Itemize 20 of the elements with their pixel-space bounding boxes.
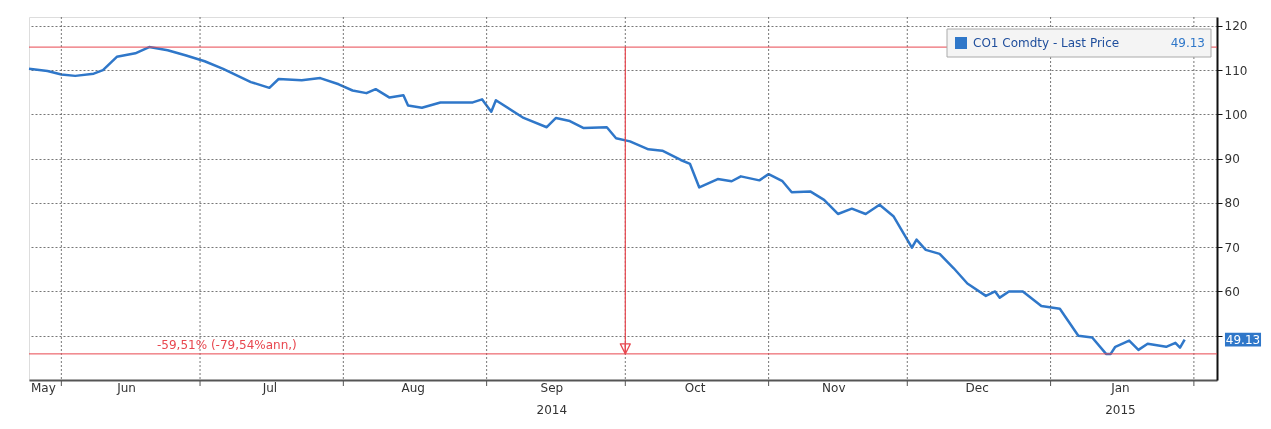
x-tick-label: Jan 2015 bbox=[1105, 380, 1136, 417]
y-tick-label: 120 bbox=[1224, 19, 1248, 34]
ref-line-label: -59,51% (-79,54%ann,) bbox=[157, 337, 297, 352]
legend-label: CO1 Comdty - Last Price bbox=[973, 36, 1120, 50]
y-tick-label: 60 bbox=[1224, 284, 1240, 299]
x-tick-label: Jul bbox=[261, 380, 278, 395]
y-tick-label: 90 bbox=[1224, 152, 1240, 167]
x-tick-label: Jun bbox=[116, 380, 136, 395]
x-tick-label: Dec bbox=[965, 380, 989, 395]
y-tick-label: 80 bbox=[1224, 196, 1240, 211]
annotation: 49.13 bbox=[1170, 36, 1205, 50]
text: 49.13 bbox=[1225, 332, 1261, 347]
x-tick-label: May bbox=[30, 380, 56, 395]
y-tick-label: 110 bbox=[1224, 63, 1248, 78]
y-tick-label: 100 bbox=[1224, 107, 1248, 122]
x-tick-label: Nov bbox=[822, 380, 846, 395]
x-tick-label: Aug bbox=[401, 380, 425, 395]
x-tick-label: Sep 2014 bbox=[536, 380, 568, 417]
x-tick-label: Oct bbox=[684, 380, 706, 395]
y-tick-label: 70 bbox=[1224, 240, 1240, 255]
